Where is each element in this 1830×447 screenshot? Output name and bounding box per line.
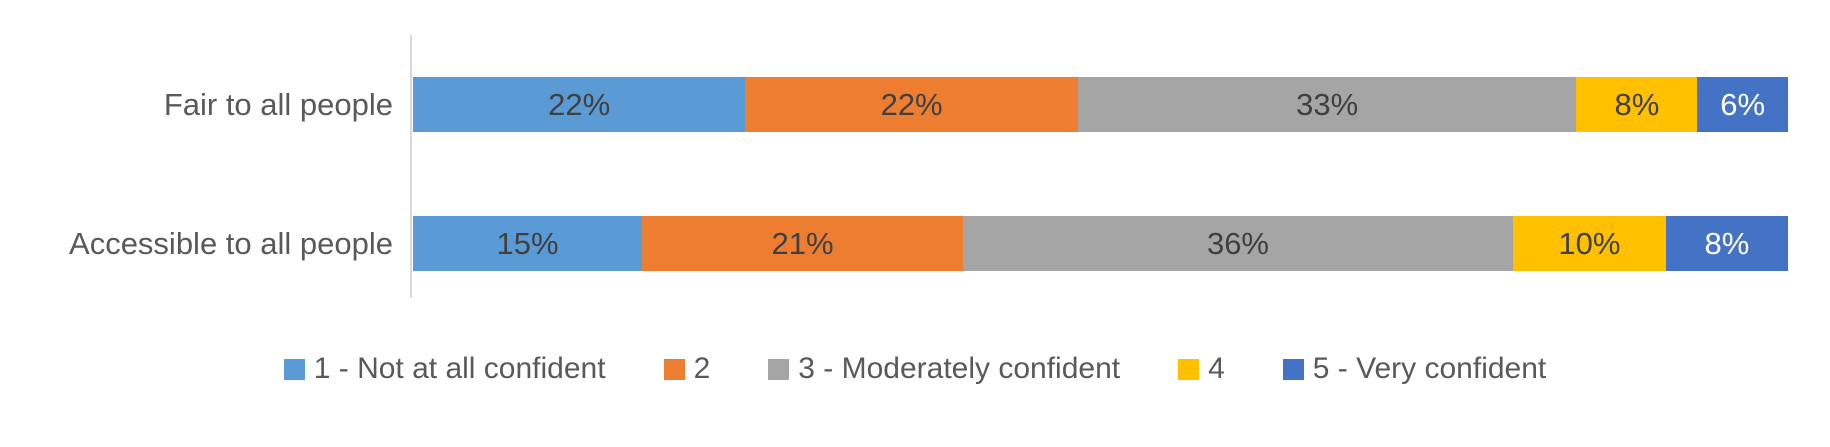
legend-item: 4 bbox=[1178, 352, 1225, 386]
data-label: 8% bbox=[1614, 86, 1660, 122]
legend-item: 2 bbox=[663, 352, 711, 386]
bar-segment: 36% bbox=[962, 216, 1513, 271]
category-axis-labels: Fair to all people Accessible to all peop… bbox=[0, 0, 393, 300]
bar-segment: 10% bbox=[1512, 216, 1666, 271]
data-label: 10% bbox=[1558, 225, 1621, 261]
legend-label: 1 - Not at all confident bbox=[313, 352, 606, 385]
legend-swatch-icon bbox=[768, 358, 790, 380]
plot-area: 22% 22% 33% 8% 6% 15% 21% 36% 10% 8% bbox=[413, 0, 1788, 300]
bar-segment: 15% bbox=[413, 216, 643, 271]
bar-segment: 33% bbox=[1077, 77, 1577, 132]
data-label: 21% bbox=[771, 225, 834, 261]
legend-item: 5 - Very confident bbox=[1282, 352, 1547, 386]
category-label: Fair to all people bbox=[163, 87, 393, 122]
data-label: 22% bbox=[880, 86, 943, 122]
data-label: 22% bbox=[548, 86, 611, 122]
legend-item: 1 - Not at all confident bbox=[283, 352, 606, 386]
legend: 1 - Not at all confident 2 3 - Moderately … bbox=[0, 352, 1830, 386]
category-label: Accessible to all people bbox=[69, 226, 393, 261]
legend-label: 2 bbox=[693, 352, 711, 385]
bar-segment: 21% bbox=[642, 216, 963, 271]
data-label: 36% bbox=[1206, 225, 1269, 261]
bar-segment: 8% bbox=[1665, 216, 1788, 271]
data-label: 6% bbox=[1720, 86, 1766, 122]
data-label: 33% bbox=[1296, 86, 1359, 122]
legend-label: 3 - Moderately confident bbox=[798, 352, 1121, 385]
legend-label: 4 bbox=[1208, 352, 1225, 385]
bar-row: 22% 22% 33% 8% 6% bbox=[413, 77, 1788, 132]
data-label: 8% bbox=[1704, 225, 1750, 261]
legend-label: 5 - Very confident bbox=[1312, 352, 1547, 385]
bar-segment: 22% bbox=[745, 77, 1078, 132]
bar-segment: 8% bbox=[1576, 77, 1698, 132]
y-axis-line bbox=[410, 35, 412, 298]
bar-row: 15% 21% 36% 10% 8% bbox=[413, 216, 1788, 271]
legend-swatch-icon bbox=[1178, 358, 1200, 380]
data-label: 15% bbox=[496, 225, 559, 261]
legend-swatch-icon bbox=[283, 358, 305, 380]
legend-item: 3 - Moderately confident bbox=[768, 352, 1120, 386]
legend-swatch-icon bbox=[1282, 358, 1304, 380]
bar-segment: 6% bbox=[1697, 77, 1788, 132]
legend-swatch-icon bbox=[663, 358, 685, 380]
bar-segment: 22% bbox=[413, 77, 746, 132]
